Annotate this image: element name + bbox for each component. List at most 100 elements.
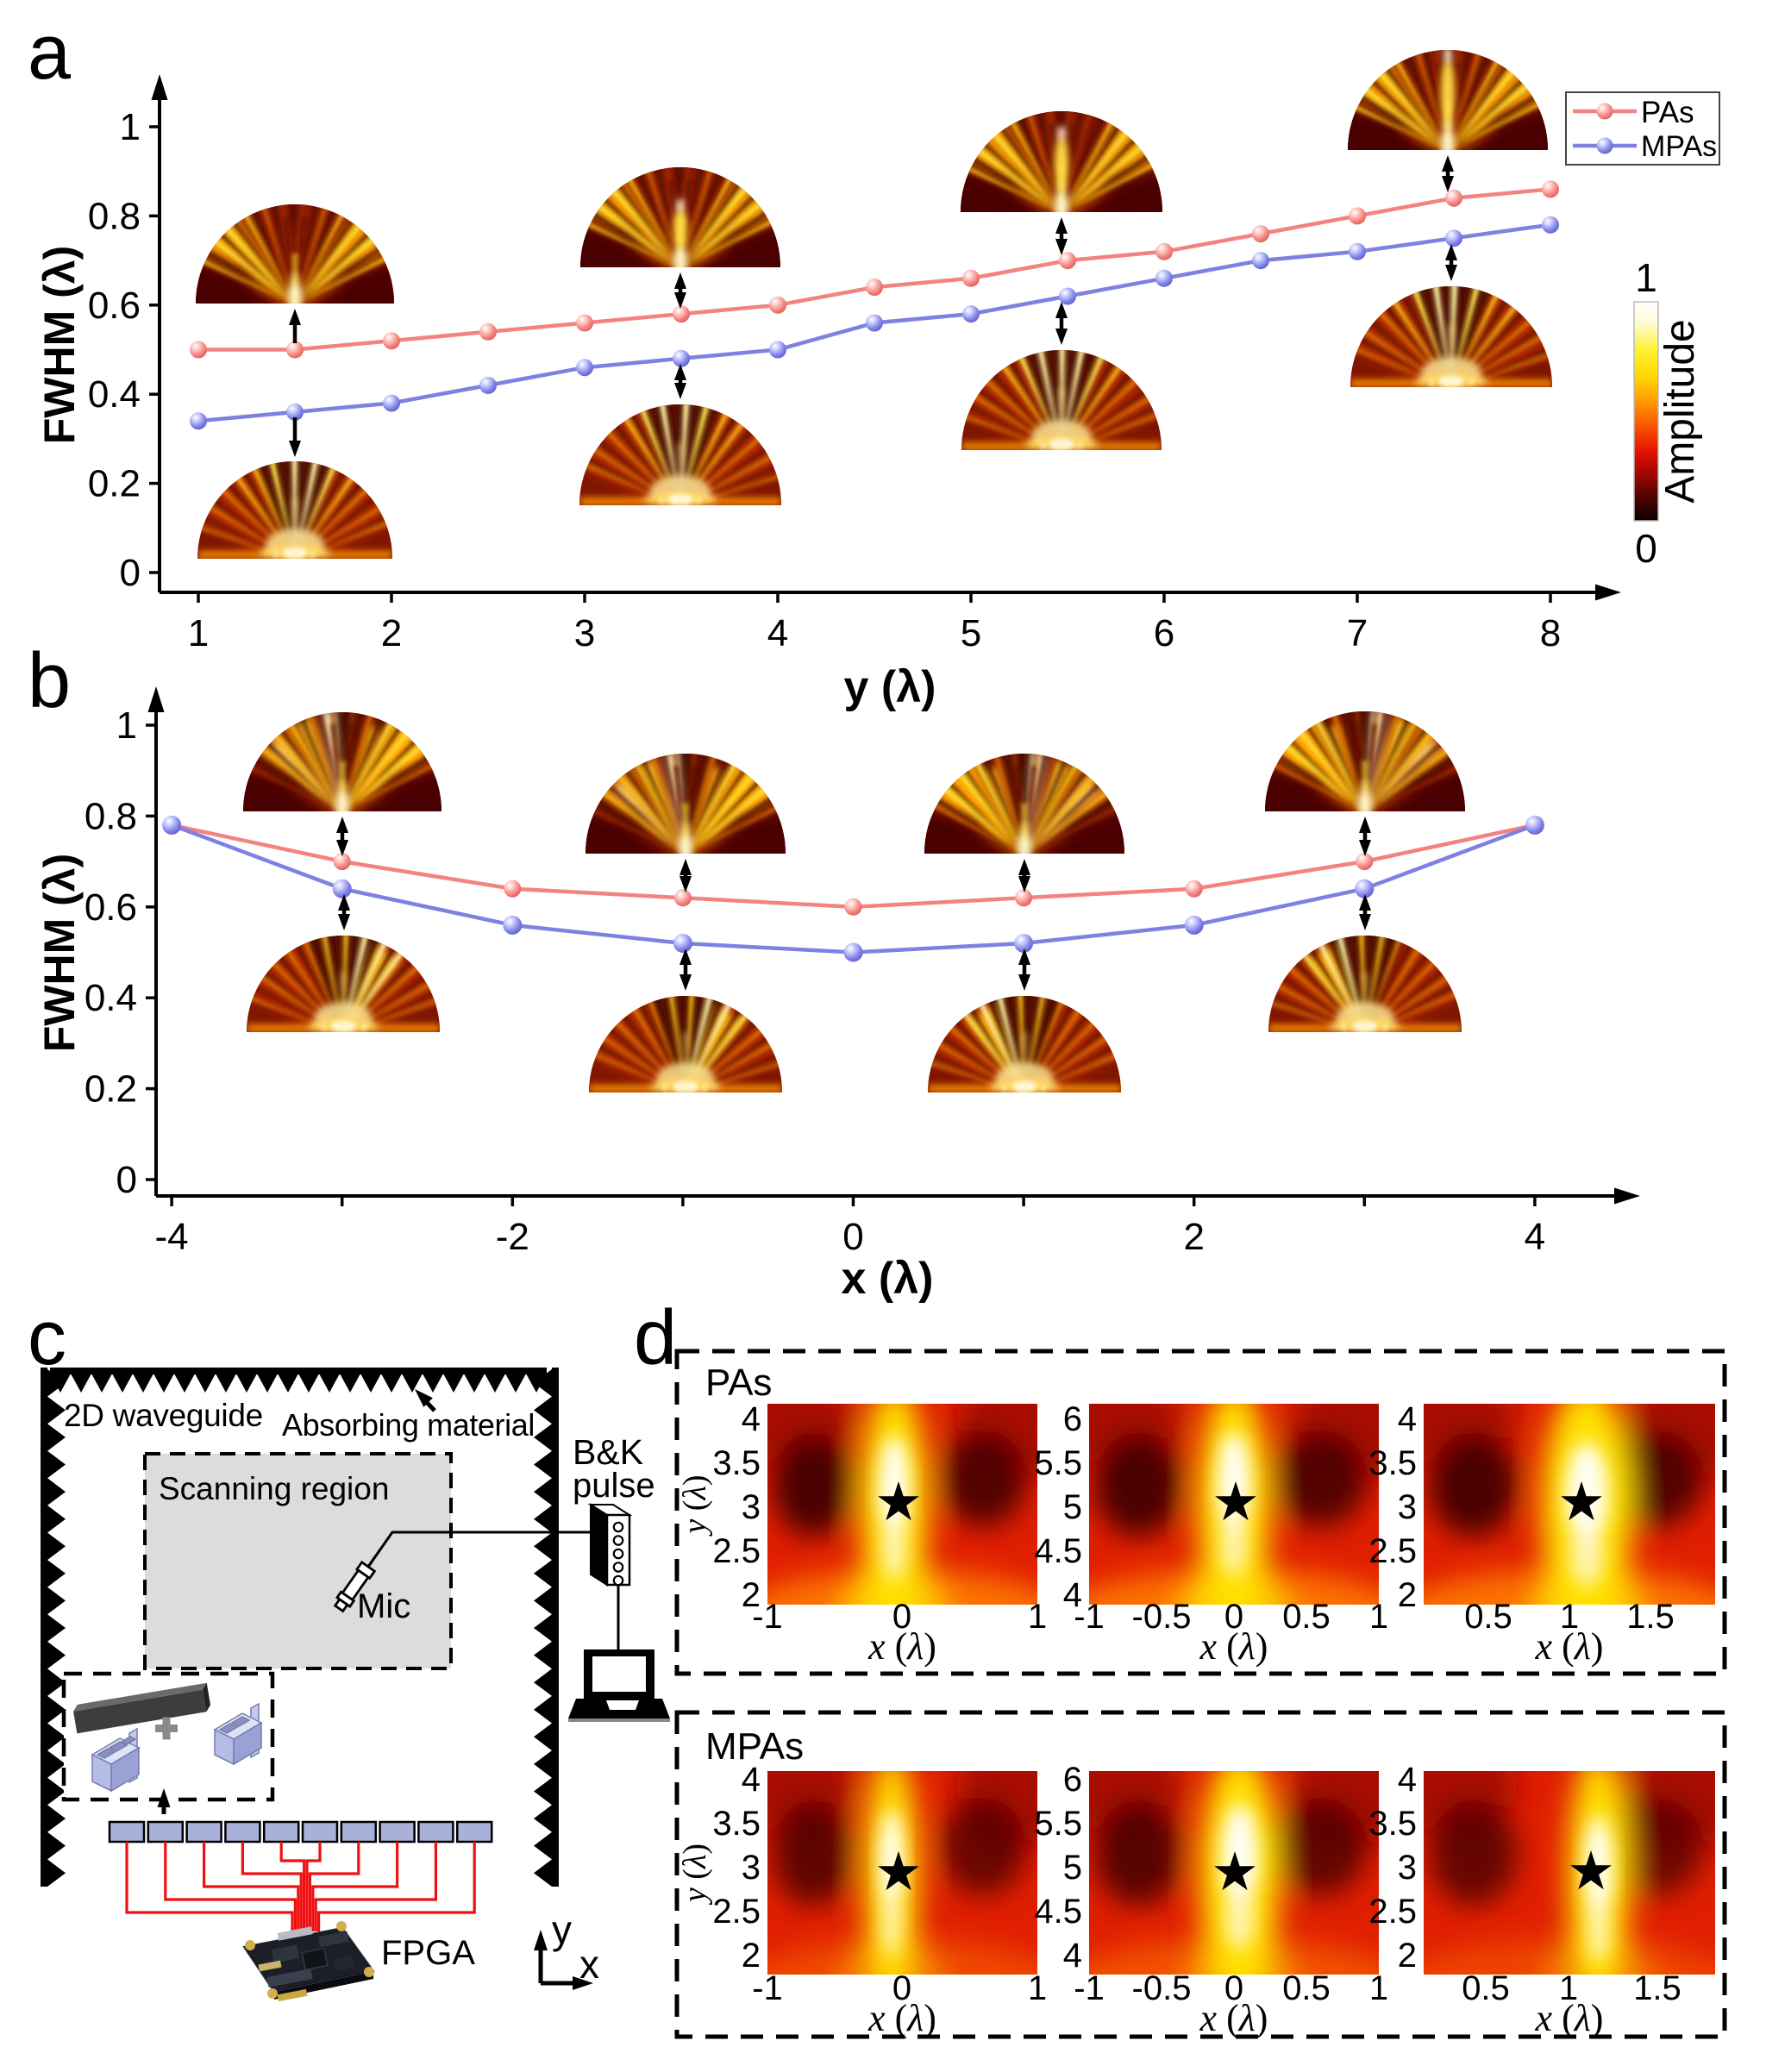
svg-text:0.5: 0.5 bbox=[1462, 1969, 1510, 2007]
svg-text:4: 4 bbox=[742, 1761, 761, 1799]
svg-text:2: 2 bbox=[381, 612, 402, 654]
svg-text:0: 0 bbox=[116, 1159, 137, 1201]
svg-text:0: 0 bbox=[892, 1969, 911, 2007]
svg-text:5: 5 bbox=[961, 612, 981, 654]
svg-text:3.5: 3.5 bbox=[1368, 1444, 1417, 1482]
svg-text:3.5: 3.5 bbox=[712, 1805, 761, 1843]
svg-text:6: 6 bbox=[1063, 1400, 1082, 1438]
svg-text:1: 1 bbox=[1635, 255, 1657, 300]
svg-text:-0.5: -0.5 bbox=[1132, 1598, 1192, 1636]
svg-text:PAs: PAs bbox=[705, 1362, 772, 1404]
svg-text:3.5: 3.5 bbox=[1368, 1805, 1417, 1843]
svg-text:x (λ): x (λ) bbox=[1199, 1625, 1268, 1668]
svg-text:3: 3 bbox=[742, 1849, 761, 1887]
svg-text:3.5: 3.5 bbox=[712, 1444, 761, 1482]
svg-text:3: 3 bbox=[742, 1488, 761, 1526]
svg-text:0.2: 0.2 bbox=[85, 1068, 137, 1111]
svg-text:a: a bbox=[28, 9, 72, 96]
svg-text:3: 3 bbox=[1398, 1488, 1417, 1526]
svg-text:0.8: 0.8 bbox=[85, 795, 137, 837]
svg-text:8: 8 bbox=[1540, 612, 1561, 654]
svg-text:4: 4 bbox=[1398, 1400, 1417, 1438]
svg-text:4: 4 bbox=[767, 612, 788, 654]
svg-text:5.5: 5.5 bbox=[1034, 1444, 1082, 1482]
svg-text:0.6: 0.6 bbox=[88, 285, 141, 327]
svg-text:0: 0 bbox=[1224, 1598, 1243, 1636]
svg-text:-4: -4 bbox=[155, 1216, 189, 1258]
svg-text:4: 4 bbox=[1063, 1937, 1082, 1975]
svg-text:FWHM (λ): FWHM (λ) bbox=[35, 246, 84, 445]
svg-text:b: b bbox=[28, 638, 71, 724]
svg-text:0: 0 bbox=[1635, 526, 1657, 571]
svg-text:FWHM (λ): FWHM (λ) bbox=[35, 854, 84, 1053]
svg-text:0.2: 0.2 bbox=[88, 463, 141, 505]
svg-text:2: 2 bbox=[742, 1576, 761, 1614]
svg-text:4: 4 bbox=[1525, 1216, 1545, 1258]
svg-text:y (λ): y (λ) bbox=[677, 1844, 713, 1906]
svg-text:MPAs: MPAs bbox=[705, 1725, 804, 1768]
svg-text:1: 1 bbox=[1028, 1598, 1047, 1636]
svg-text:-0.5: -0.5 bbox=[1132, 1969, 1192, 2007]
svg-text:Absorbing material: Absorbing material bbox=[282, 1407, 535, 1443]
svg-text:0.8: 0.8 bbox=[88, 195, 141, 237]
svg-text:3: 3 bbox=[1398, 1849, 1417, 1887]
svg-text:-1: -1 bbox=[752, 1598, 783, 1636]
svg-text:2: 2 bbox=[1398, 1576, 1417, 1614]
svg-text:0: 0 bbox=[120, 552, 141, 594]
svg-text:2D waveguide: 2D waveguide bbox=[64, 1398, 263, 1433]
svg-text:x (λ): x (λ) bbox=[867, 1997, 936, 2039]
svg-text:1: 1 bbox=[1369, 1598, 1388, 1636]
svg-text:0.4: 0.4 bbox=[85, 977, 137, 1019]
svg-text:x (λ): x (λ) bbox=[1535, 1625, 1604, 1668]
svg-text:1: 1 bbox=[1369, 1969, 1388, 2007]
svg-text:5: 5 bbox=[1063, 1488, 1082, 1526]
svg-text:x (λ): x (λ) bbox=[842, 1254, 934, 1304]
svg-text:Scanning region: Scanning region bbox=[159, 1471, 389, 1506]
svg-text:1: 1 bbox=[116, 704, 137, 747]
svg-text:4: 4 bbox=[742, 1400, 761, 1438]
svg-text:6: 6 bbox=[1063, 1761, 1082, 1799]
svg-text:0: 0 bbox=[1224, 1969, 1243, 2007]
svg-text:MPAs: MPAs bbox=[1641, 130, 1717, 163]
svg-text:-1: -1 bbox=[1074, 1598, 1105, 1636]
svg-text:1: 1 bbox=[1559, 1969, 1578, 2007]
svg-text:4: 4 bbox=[1063, 1576, 1082, 1614]
svg-text:5.5: 5.5 bbox=[1034, 1805, 1082, 1843]
svg-text:2: 2 bbox=[1183, 1216, 1204, 1258]
svg-text:2.5: 2.5 bbox=[1368, 1532, 1417, 1570]
svg-text:y: y bbox=[552, 1907, 572, 1952]
svg-text:6: 6 bbox=[1154, 612, 1174, 654]
svg-text:0.5: 0.5 bbox=[1464, 1598, 1512, 1636]
svg-text:1: 1 bbox=[1028, 1969, 1047, 2007]
svg-text:PAs: PAs bbox=[1641, 96, 1694, 129]
svg-text:2.5: 2.5 bbox=[1368, 1893, 1417, 1931]
svg-text:1.5: 1.5 bbox=[1633, 1969, 1681, 2007]
svg-text:Mic: Mic bbox=[357, 1587, 410, 1625]
svg-text:1: 1 bbox=[188, 612, 209, 654]
svg-text:d: d bbox=[634, 1295, 677, 1381]
svg-text:0.5: 0.5 bbox=[1282, 1598, 1331, 1636]
svg-text:2: 2 bbox=[742, 1937, 761, 1975]
svg-text:1: 1 bbox=[120, 106, 141, 148]
svg-text:c: c bbox=[28, 1295, 66, 1381]
svg-text:7: 7 bbox=[1347, 612, 1368, 654]
svg-text:0: 0 bbox=[892, 1598, 911, 1636]
svg-text:y (λ): y (λ) bbox=[844, 662, 936, 712]
svg-text:0: 0 bbox=[842, 1216, 863, 1258]
svg-text:4.5: 4.5 bbox=[1034, 1893, 1082, 1931]
svg-text:x (λ): x (λ) bbox=[1199, 1997, 1268, 2039]
svg-text:3: 3 bbox=[574, 612, 595, 654]
svg-text:2.5: 2.5 bbox=[712, 1532, 761, 1570]
svg-text:FPGA: FPGA bbox=[381, 1934, 475, 1972]
svg-text:-1: -1 bbox=[1074, 1969, 1105, 2007]
svg-text:y (λ): y (λ) bbox=[677, 1474, 713, 1537]
svg-text:1.5: 1.5 bbox=[1626, 1598, 1675, 1636]
svg-text:pulse: pulse bbox=[573, 1467, 655, 1505]
svg-text:5: 5 bbox=[1063, 1849, 1082, 1887]
svg-text:-1: -1 bbox=[752, 1969, 783, 2007]
svg-text:0.5: 0.5 bbox=[1282, 1969, 1331, 2007]
svg-text:Amplitude: Amplitude bbox=[1657, 319, 1703, 503]
svg-text:x (λ): x (λ) bbox=[867, 1625, 936, 1668]
svg-text:x (λ): x (λ) bbox=[1535, 1997, 1604, 2039]
svg-text:B&K: B&K bbox=[573, 1432, 643, 1472]
